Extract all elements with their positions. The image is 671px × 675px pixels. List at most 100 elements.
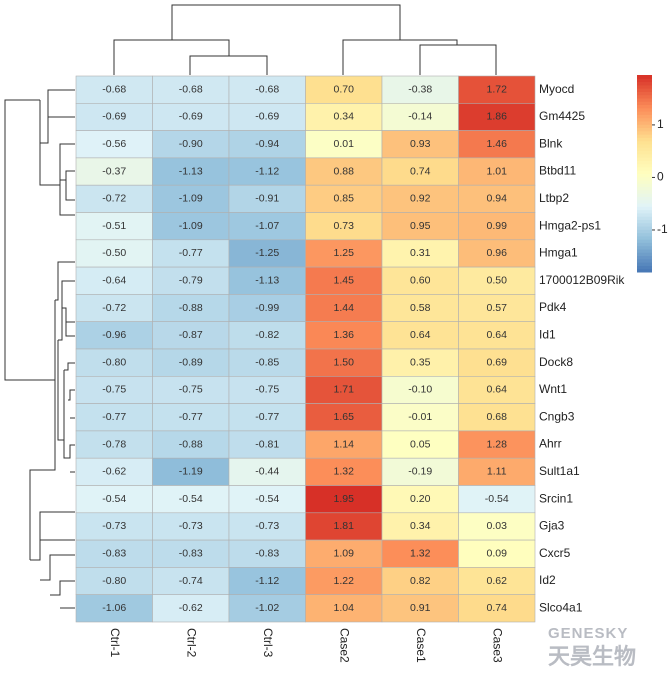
heatmap-cell — [75, 184, 153, 213]
column-label: Ctrl-2 — [185, 628, 199, 658]
colorbar-segment — [637, 242, 652, 247]
heatmap-cell — [458, 184, 536, 213]
cell-label: 0.20 — [410, 493, 431, 505]
cell-label: -0.83 — [255, 548, 279, 560]
cell-label: -0.99 — [255, 302, 279, 314]
row-label: Cxcr5 — [539, 546, 571, 560]
watermark-brand: GENESKY — [548, 625, 628, 642]
heatmap-cell — [458, 457, 536, 486]
cell-label: 0.68 — [487, 411, 508, 423]
heatmap-cell — [152, 485, 230, 514]
cell-label: -1.06 — [102, 602, 126, 614]
cell-label: 0.73 — [334, 220, 355, 232]
heatmap-cell — [381, 485, 459, 514]
heatmap-cell — [458, 75, 536, 104]
watermark-name: 天昊生物 — [548, 644, 636, 669]
colorbar-segment — [637, 104, 652, 109]
cell-label: 0.34 — [410, 520, 431, 532]
cell-label: -0.88 — [179, 302, 203, 314]
row-label: Myocd — [539, 82, 574, 96]
cell-label: -1.12 — [255, 165, 279, 177]
cell-label: 1.09 — [334, 548, 355, 560]
colorbar-segment — [637, 84, 652, 89]
cell-label: -1.12 — [255, 575, 279, 587]
cell-label: 1.71 — [334, 384, 355, 396]
heatmap-cell — [152, 512, 230, 541]
cell-label: -0.87 — [179, 329, 203, 341]
colorbar-segment — [637, 153, 652, 158]
cell-label: -0.62 — [102, 466, 126, 478]
row-label: Slco4a1 — [539, 601, 583, 615]
colorbar-segment — [637, 226, 652, 230]
cell-label: -0.54 — [179, 493, 203, 505]
heatmap-cell — [305, 239, 383, 268]
heatmap-cell — [458, 239, 536, 268]
cell-label: -0.69 — [255, 111, 279, 123]
heatmap-cell — [305, 75, 383, 104]
heatmap-cell — [458, 157, 536, 186]
cell-label: 0.94 — [487, 193, 508, 205]
colorbar-segment — [637, 75, 652, 79]
cell-label: -1.09 — [179, 220, 203, 232]
cell-label: 0.09 — [487, 548, 508, 560]
cell-label: 0.91 — [410, 602, 431, 614]
cell-label: 1.32 — [334, 466, 355, 478]
colorbar-segment — [637, 140, 652, 145]
cell-label: 1.45 — [334, 275, 355, 287]
heatmap-cell — [381, 403, 459, 432]
heatmap-cell — [381, 130, 459, 159]
cell-label: 1.04 — [334, 602, 355, 614]
cell-label: 1.86 — [487, 111, 508, 123]
cell-label: -0.75 — [179, 384, 203, 396]
cell-label: -0.91 — [255, 193, 279, 205]
colorbar-segment — [637, 258, 652, 263]
colorbar-segment — [637, 229, 652, 234]
colorbar-tick-label: 0 — [657, 170, 664, 184]
cell-label: 1.36 — [334, 329, 355, 341]
colorbar-segment — [637, 130, 652, 135]
cell-label: -0.75 — [255, 384, 279, 396]
row-dendrogram — [4, 89, 75, 609]
heatmap-cell — [458, 266, 536, 295]
colorbar-segment — [637, 219, 652, 224]
colorbar-segment — [637, 216, 652, 220]
row-label: 1700012B09Rik — [539, 273, 625, 287]
heatmap-cell — [228, 457, 306, 486]
colorbar-segment — [637, 222, 652, 227]
heatmap-cell — [228, 266, 306, 295]
cell-label: 1.50 — [334, 356, 355, 368]
heatmap-cell — [152, 75, 230, 104]
cell-label: -0.72 — [102, 193, 126, 205]
row-label: Gm4425 — [539, 109, 585, 123]
colorbar-segment — [637, 107, 652, 112]
heatmap-cell — [305, 512, 383, 541]
colorbar-segment — [637, 193, 652, 197]
heatmap-cell — [228, 403, 306, 432]
cell-label: -0.85 — [255, 356, 279, 368]
heatmap-cell — [152, 294, 230, 322]
heatmap-cell — [75, 403, 153, 432]
row-label: Hmga2-ps1 — [539, 218, 601, 232]
cell-label: -0.73 — [102, 520, 126, 532]
heatmap-cell — [228, 184, 306, 213]
colorbar-segment — [637, 150, 652, 155]
cell-label: 1.44 — [334, 302, 355, 314]
heatmap-cell — [305, 130, 383, 159]
heatmap-cell — [75, 430, 153, 459]
colorbar-segment — [637, 163, 652, 168]
heatmap-cell — [305, 485, 383, 514]
colorbar-segment — [637, 199, 652, 204]
heatmap-cell — [75, 457, 153, 486]
colorbar-segment — [637, 88, 652, 92]
column-label: Case1 — [414, 628, 428, 663]
cell-label: -0.81 — [255, 438, 279, 450]
row-label: Ahrr — [539, 437, 562, 451]
cell-label: 0.62 — [487, 575, 508, 587]
cell-label: 0.85 — [334, 193, 355, 205]
colorbar-segment — [637, 212, 652, 217]
cell-label: -1.13 — [255, 275, 279, 287]
cell-label: -0.54 — [102, 493, 126, 505]
colorbar-segment — [637, 147, 652, 152]
column-label: Case2 — [338, 628, 352, 663]
cell-label: 1.65 — [334, 411, 355, 423]
